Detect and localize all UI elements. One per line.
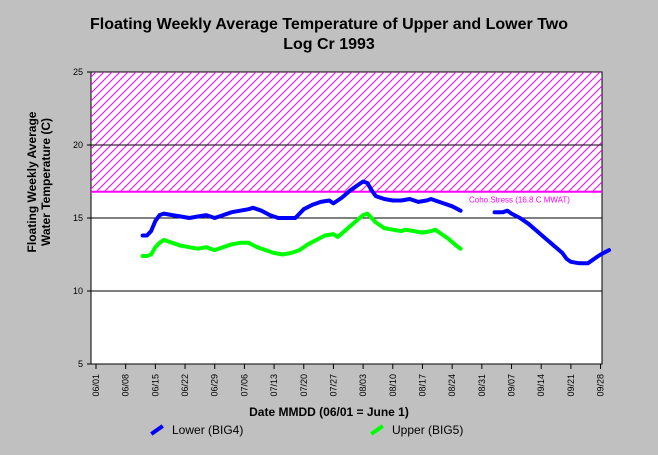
y-tick-label: 5 — [78, 359, 83, 369]
legend-swatch-lower — [150, 424, 164, 436]
series-line-lower — [492, 208, 611, 266]
series-line-upper — [140, 211, 463, 258]
legend-label-upper: Upper (BIG5) — [392, 423, 464, 437]
x-tick-label: 06/22 — [180, 374, 190, 397]
x-tick-label: 07/20 — [299, 374, 309, 397]
y-axis-label-line2: Water Temperature (C) — [39, 118, 53, 246]
y-tick-label: 20 — [73, 140, 83, 150]
legend-label-lower: Lower (BIG4) — [172, 423, 244, 437]
legend-item-upper: Upper (BIG5) — [370, 423, 463, 437]
x-tick-label: 08/24 — [447, 374, 457, 397]
x-tick-label: 09/28 — [596, 374, 606, 397]
x-tick-label: 08/03 — [358, 374, 368, 397]
x-tick-label: 09/07 — [507, 374, 517, 397]
y-tick-label: 10 — [73, 286, 83, 296]
x-axis-label: Date MMDD (06/01 = June 1) — [249, 405, 409, 419]
x-tick-label: 07/27 — [328, 374, 338, 397]
x-tick-label: 08/10 — [388, 374, 398, 397]
legend-item-lower: Lower (BIG4) — [150, 423, 243, 437]
y-axis-label-line1: Floating Weekly Average — [25, 111, 39, 252]
chart-title-line1: Floating Weekly Average Temperature of U… — [89, 16, 568, 33]
stress-zone-hatch — [91, 72, 602, 192]
x-tick-label: 09/21 — [566, 374, 576, 397]
threshold-label: Coho Stress (16.8 C MWAT) — [469, 196, 570, 205]
x-tick-label: 08/31 — [477, 374, 487, 397]
x-tick-label: 08/17 — [417, 374, 427, 397]
x-tick-label: 06/08 — [121, 374, 131, 397]
x-tick-label: 06/15 — [150, 374, 160, 397]
x-tick-label: 07/06 — [239, 374, 249, 397]
series-line-lower — [140, 179, 463, 238]
x-tick-label: 06/01 — [91, 374, 101, 397]
x-tick-label: 09/14 — [536, 374, 546, 397]
legend-swatch-upper — [370, 424, 384, 436]
x-tick-label: 06/29 — [210, 374, 220, 397]
y-tick-label: 25 — [73, 67, 83, 77]
chart-title-line2: Log Cr 1993 — [283, 36, 375, 53]
x-tick-label: 07/13 — [269, 374, 279, 397]
y-tick-label: 15 — [73, 213, 83, 223]
